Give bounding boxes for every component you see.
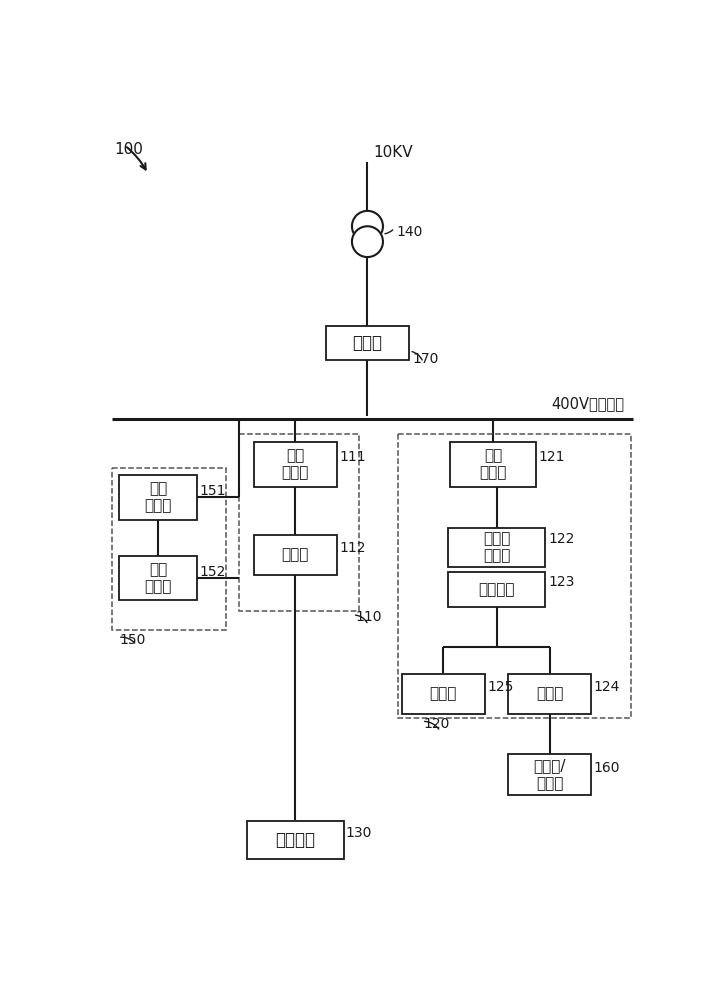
Text: 储氧罐: 储氧罐 <box>430 686 457 701</box>
Bar <box>253 535 337 575</box>
Bar <box>120 556 197 600</box>
Bar <box>508 674 591 714</box>
Text: 压缩机/
加氢枪: 压缩机/ 加氢枪 <box>534 758 566 791</box>
Text: 100: 100 <box>114 142 144 157</box>
Text: 130: 130 <box>346 826 372 840</box>
Text: 125: 125 <box>487 680 514 694</box>
Bar <box>398 434 631 718</box>
Text: 400V交流母线: 400V交流母线 <box>551 396 624 411</box>
Text: 121: 121 <box>539 450 565 464</box>
Text: 160: 160 <box>594 761 620 775</box>
Text: 122: 122 <box>548 532 575 546</box>
Text: 110: 110 <box>355 610 382 624</box>
Bar <box>253 442 337 487</box>
Text: 151: 151 <box>199 484 226 498</box>
Text: 直流
控制器: 直流 控制器 <box>145 481 172 514</box>
Bar <box>325 326 409 360</box>
Bar <box>402 674 485 714</box>
Text: 计量表: 计量表 <box>353 334 382 352</box>
Bar <box>112 468 226 630</box>
Text: 124: 124 <box>594 680 620 694</box>
Bar <box>120 475 197 520</box>
Text: 电池舱: 电池舱 <box>282 548 309 563</box>
Text: 控制模块: 控制模块 <box>275 831 315 849</box>
Text: 直流
充电桩: 直流 充电桩 <box>145 562 172 594</box>
Text: 140: 140 <box>397 225 423 239</box>
Text: 空分装置: 空分装置 <box>479 582 515 597</box>
Bar <box>449 572 545 607</box>
Text: 112: 112 <box>340 541 366 555</box>
Text: 第二
逆变器: 第二 逆变器 <box>480 448 507 480</box>
Text: 123: 123 <box>548 575 575 589</box>
Text: 储氢罐: 储氢罐 <box>536 686 563 701</box>
Bar <box>239 434 359 611</box>
Text: 制氢电
解设备: 制氢电 解设备 <box>483 531 510 564</box>
Text: 第一
逆变器: 第一 逆变器 <box>282 448 309 480</box>
Text: 120: 120 <box>423 717 449 731</box>
Text: 170: 170 <box>413 352 438 366</box>
Text: 150: 150 <box>120 633 146 647</box>
Text: 10KV: 10KV <box>374 145 413 160</box>
Bar <box>508 754 591 795</box>
Bar <box>247 821 344 859</box>
Bar <box>449 528 545 567</box>
Circle shape <box>352 226 383 257</box>
Bar <box>449 442 536 487</box>
Circle shape <box>352 211 383 242</box>
Text: 152: 152 <box>199 565 225 579</box>
Text: 111: 111 <box>340 450 366 464</box>
